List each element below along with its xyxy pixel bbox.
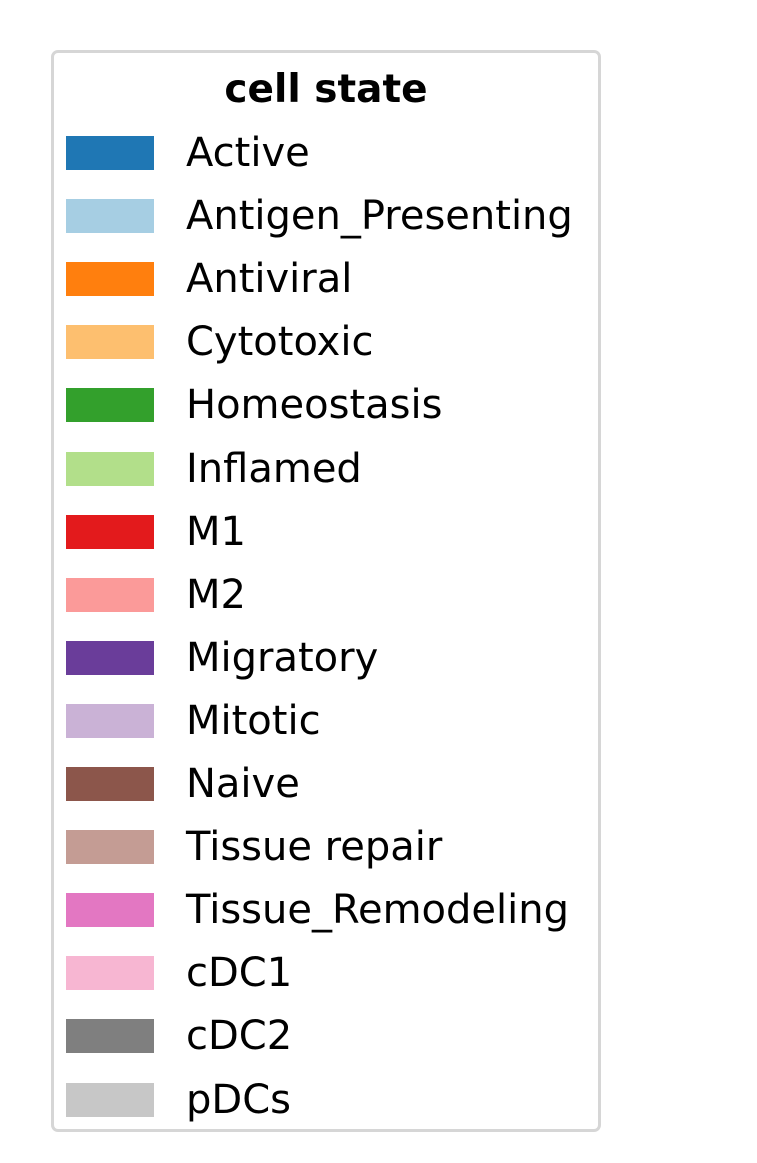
legend-label: Active (186, 130, 310, 176)
legend-entry: Mitotic (54, 698, 598, 744)
legend-box: cell state Active Antigen_Presenting Antiv… (51, 50, 601, 1132)
legend-entry: Migratory (54, 635, 598, 681)
legend-swatch (66, 640, 154, 675)
legend-label: M2 (186, 571, 246, 618)
legend-swatch (66, 893, 154, 928)
legend-swatch (66, 388, 154, 423)
legend-swatch (66, 514, 154, 549)
legend-label: cDC1 (186, 950, 293, 997)
legend-label: Antiviral (186, 256, 353, 303)
legend-label: M1 (186, 508, 246, 555)
legend-swatch (66, 830, 154, 865)
legend-entry: pDCs (54, 1077, 598, 1123)
legend-entry: Tissue repair (54, 824, 598, 870)
legend-label: Mitotic (186, 697, 321, 744)
legend-label: Cytotoxic (186, 319, 374, 366)
legend-swatch (66, 262, 154, 297)
legend-swatch (66, 577, 154, 612)
legend-label: cDC2 (186, 1013, 293, 1060)
legend-label: Homeostasis (186, 382, 443, 429)
legend-entry: Antigen_Presenting (54, 193, 598, 239)
legend-label: Tissue repair (186, 824, 443, 871)
legend-label: Antigen_Presenting (186, 193, 573, 240)
legend-entry: M1 (54, 509, 598, 555)
legend-label: Tissue_Remodeling (186, 887, 569, 934)
legend-entry: Tissue_Remodeling (54, 887, 598, 933)
legend-label: pDCs (186, 1076, 291, 1123)
legend-entry: cDC2 (54, 1013, 598, 1059)
legend-entry: Inflamed (54, 446, 598, 492)
legend-entry: M2 (54, 572, 598, 618)
legend-swatch (66, 956, 154, 991)
legend-label: Migratory (186, 634, 379, 681)
legend-swatch (66, 703, 154, 738)
legend-title: cell state (224, 67, 428, 112)
legend-label: Naive (186, 761, 300, 807)
legend-swatch (66, 451, 154, 486)
legend-swatch (66, 767, 154, 801)
legend-entry: Homeostasis (54, 382, 598, 428)
legend-swatch (66, 136, 154, 170)
legend-entry: Antiviral (54, 256, 598, 302)
legend-label: Inflamed (186, 445, 362, 492)
legend-swatch (66, 1019, 154, 1054)
legend-entry: cDC1 (54, 950, 598, 996)
legend-entry: Cytotoxic (54, 319, 598, 365)
legend-entry: Active (54, 130, 598, 176)
legend-swatch (66, 1082, 154, 1117)
legend-entry: Naive (54, 761, 598, 807)
legend-swatch (66, 325, 154, 360)
legend-swatch (66, 199, 154, 234)
